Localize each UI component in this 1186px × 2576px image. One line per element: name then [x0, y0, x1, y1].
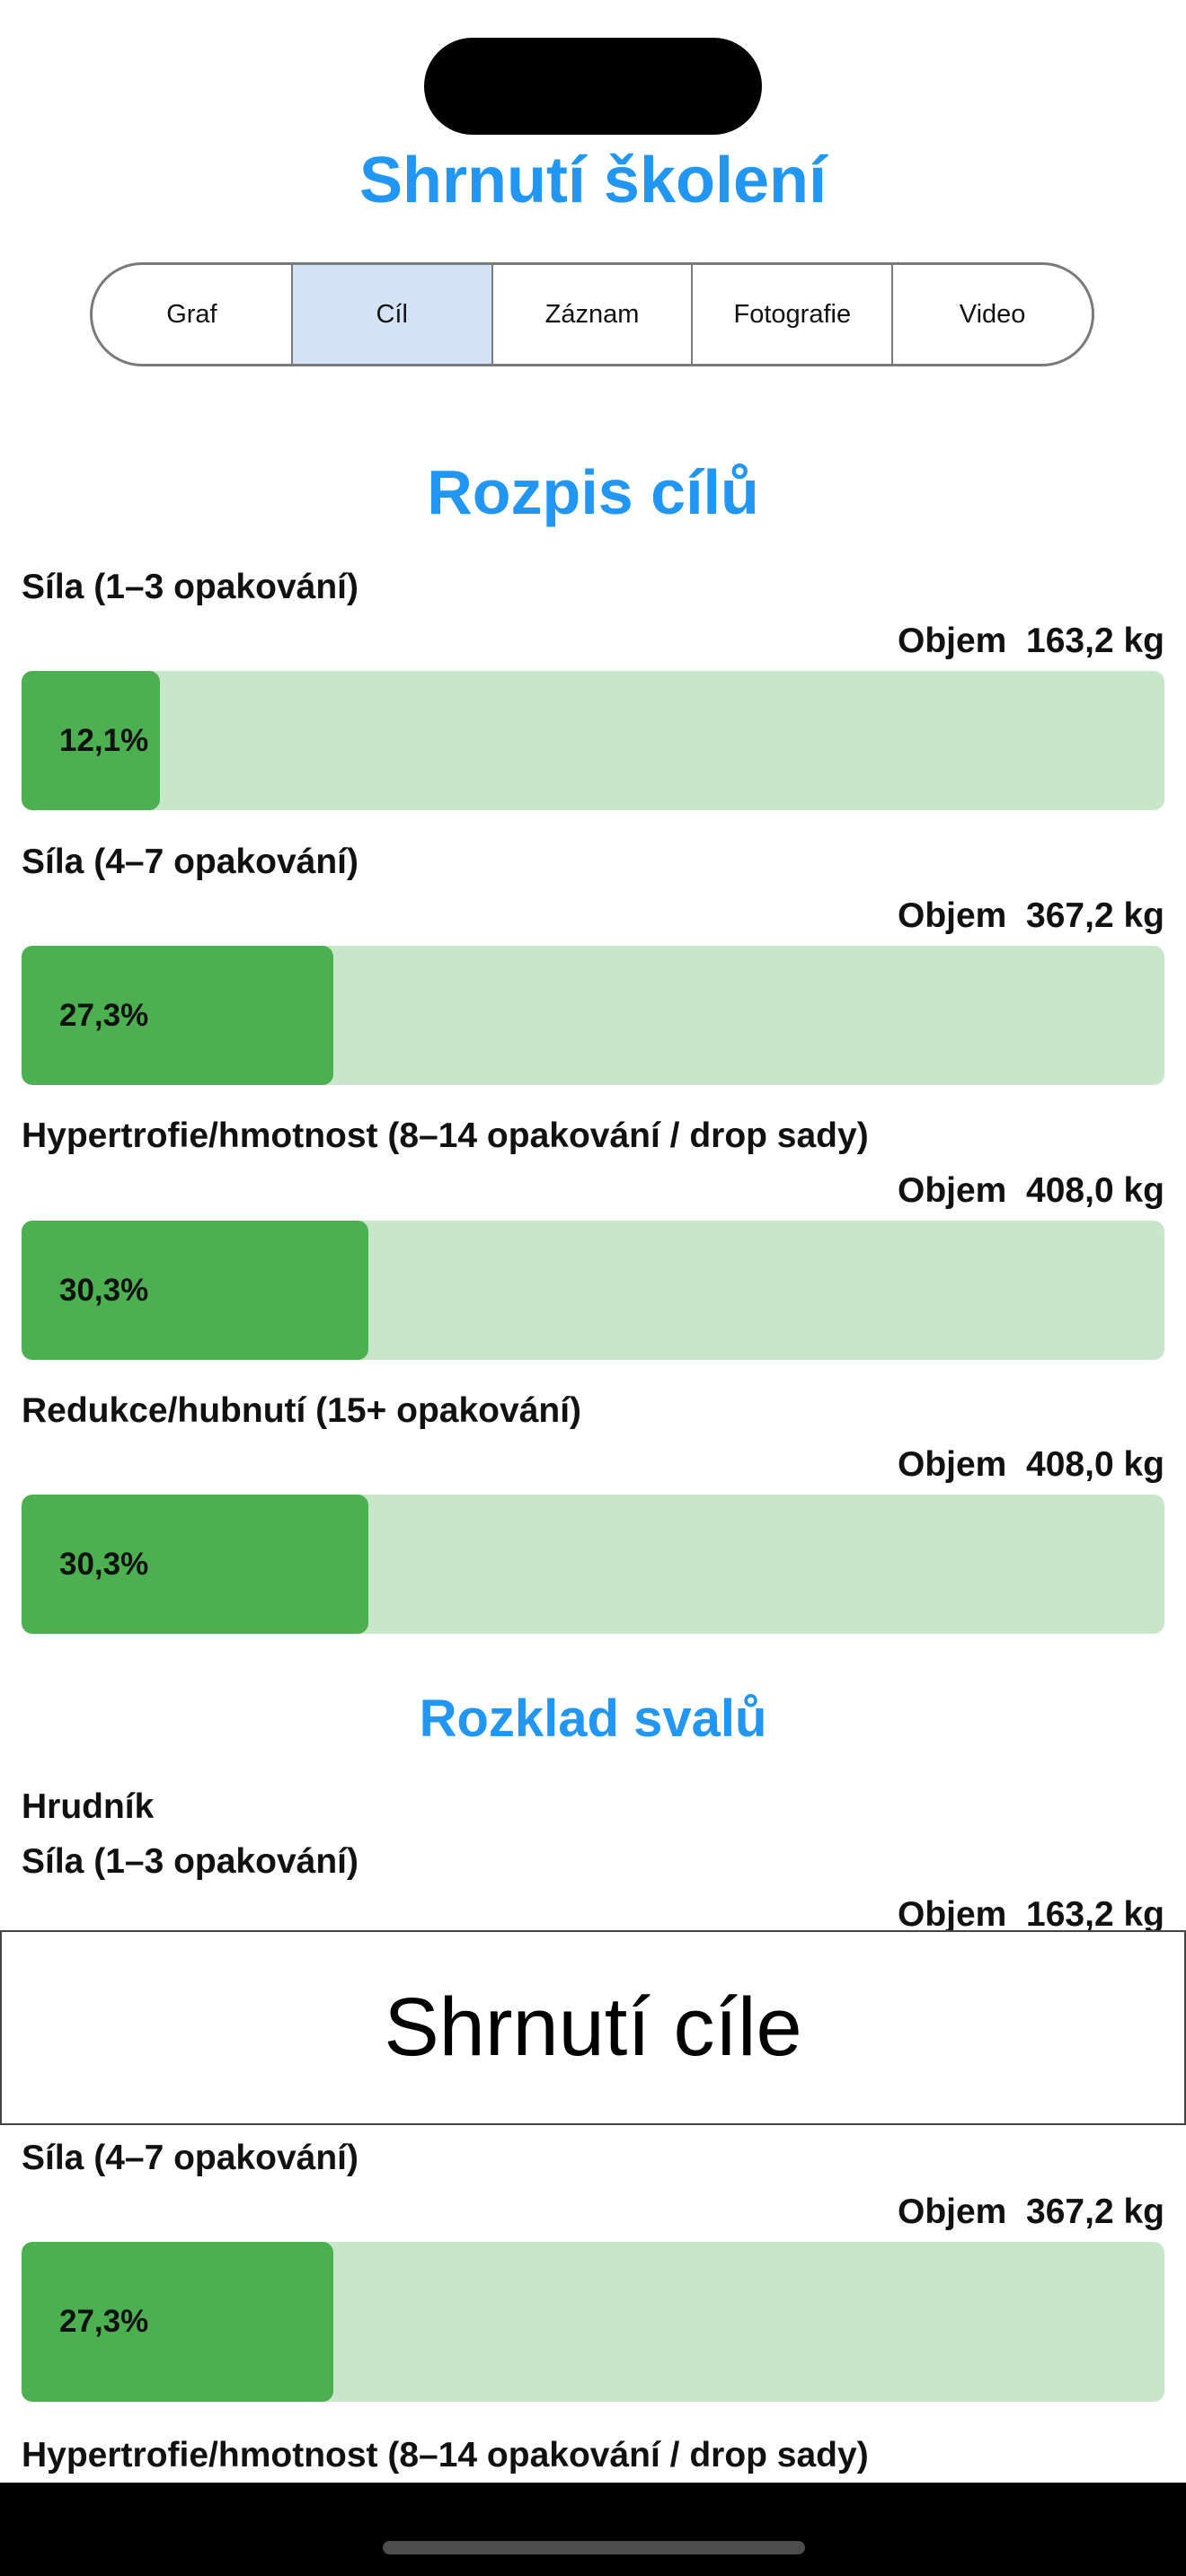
home-bar-area [0, 2483, 1186, 2576]
muscle-goal-progress-bar: 27,3% [22, 2242, 1164, 2402]
goal-progress-fill [22, 671, 160, 810]
goal-label: Síla (1–3 opakování) [22, 568, 358, 606]
goal-volume: Objem 163,2 kg [898, 622, 1164, 660]
goal-progress-fill [22, 1221, 368, 1360]
goal-summary-banner: Shrnutí cíle [0, 1930, 1186, 2125]
muscle-goal-label: Síla (1–3 opakování) [22, 1842, 358, 1881]
goal-volume: Objem 367,2 kg [898, 896, 1164, 935]
goal-progress-bar: 30,3% [22, 1495, 1164, 1634]
goal-percent: 30,3% [59, 1546, 149, 1582]
tab-zaznam[interactable]: Záznam [491, 265, 692, 364]
home-indicator[interactable] [383, 2541, 805, 2554]
muscle-section-title: Rozklad svalů [419, 1689, 767, 1748]
tab-video[interactable]: Video [891, 265, 1092, 364]
muscle-goal-volume: Objem 367,2 kg [898, 2192, 1164, 2231]
tab-graf[interactable]: Graf [166, 299, 217, 329]
goal-label: Redukce/hubnutí (15+ opakování) [22, 1391, 582, 1430]
goal-percent: 27,3% [59, 997, 149, 1033]
goal-progress-fill [22, 946, 333, 1085]
goal-volume: Objem 408,0 kg [898, 1171, 1164, 1210]
page-title: Shrnutí školení [358, 145, 828, 216]
goal-progress-fill [22, 1495, 368, 1634]
muscle-goal-label: Hypertrofie/hmotnost (8–14 opakování / d… [22, 2436, 869, 2475]
goal-progress-bar: 30,3% [22, 1221, 1164, 1360]
goal-progress-bar: 12,1% [22, 671, 1164, 810]
muscle-goal-volume: Objem 163,2 kg [898, 1895, 1164, 1934]
goal-progress-bar: 27,3% [22, 946, 1164, 1085]
goal-percent: 30,3% [59, 1272, 149, 1308]
muscle-name: Hrudník [22, 1787, 155, 1826]
tab-cil[interactable]: Cíl [290, 265, 491, 364]
tab-segmented-control: Graf Cíl Záznam Fotografie Video [90, 262, 1094, 366]
goal-label: Hypertrofie/hmotnost (8–14 opakování / d… [22, 1116, 869, 1155]
goal-label: Síla (4–7 opakování) [22, 842, 358, 881]
muscle-goal-percent: 27,3% [59, 2304, 149, 2339]
goals-section-title: Rozpis cílů [427, 457, 759, 527]
goal-volume: Objem 408,0 kg [898, 1445, 1164, 1484]
goal-percent: 12,1% [59, 722, 149, 758]
muscle-goal-progress-fill [22, 2242, 333, 2402]
dynamic-island [424, 38, 762, 135]
tab-fotografie[interactable]: Fotografie [691, 265, 891, 364]
muscle-goal-label: Síla (4–7 opakování) [22, 2139, 358, 2177]
